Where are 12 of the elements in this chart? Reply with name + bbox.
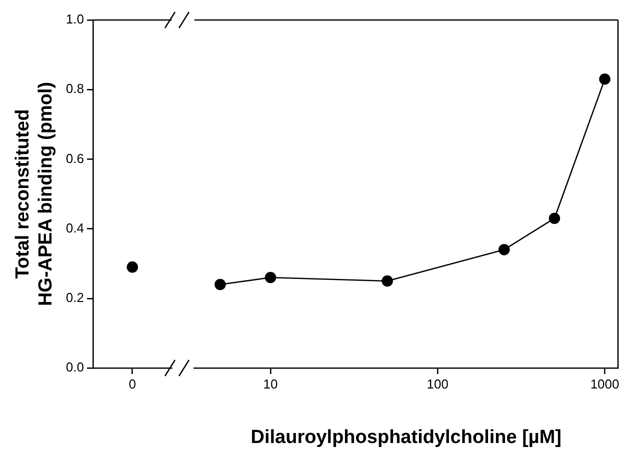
x-tick-label: 10 xyxy=(263,376,278,392)
x-tick-label: 0 xyxy=(128,376,136,392)
y-tick-label: 0.0 xyxy=(66,360,84,375)
y-tick-label: 1.0 xyxy=(66,12,84,27)
x-tick-label: 100 xyxy=(426,376,448,392)
x-axis-title: Dilauroylphosphatidylcholine [µM] xyxy=(250,426,562,448)
y-axis-title: Total reconstituted HG-APEA binding (pmol) xyxy=(12,82,56,306)
y-tick-label: 0.2 xyxy=(66,290,84,305)
y-tick-label: 0.6 xyxy=(66,150,84,166)
y-tick-label: 0.4 xyxy=(66,220,84,236)
x-tick-label: 1000 xyxy=(590,376,620,392)
y-tick-label: 0.8 xyxy=(66,81,84,96)
